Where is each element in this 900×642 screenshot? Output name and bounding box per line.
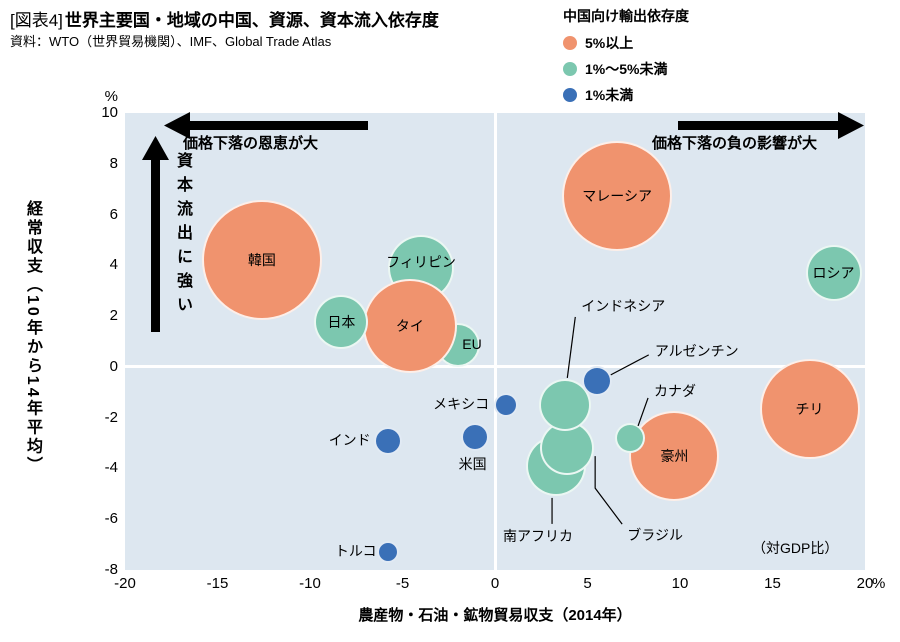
- bubble-canada: [615, 422, 646, 453]
- bubble-malaysia: [562, 140, 673, 251]
- bubble-label-korea: 韓国: [247, 252, 276, 269]
- y-tick-label: 6: [109, 205, 118, 223]
- quadrant-line-horizontal: [125, 365, 865, 369]
- x-tick-label: 0: [490, 575, 500, 592]
- legend-dot-icon: [563, 36, 577, 50]
- source-note: 資料：WTO（世界貿易機関）、IMF、Global Trade Atlas: [10, 34, 332, 49]
- legend-title: 中国向け輸出依存度: [563, 8, 689, 24]
- bubble-label-mexico: メキシコ: [433, 395, 490, 412]
- annotation-capital-outflow: 資本流出に強い: [174, 152, 191, 320]
- annotation-price-drop-benefit: 価格下落の恩恵が大: [183, 135, 319, 152]
- page-title: 世界主要国・地域の中国、資源、資本流入依存度: [64, 11, 439, 30]
- y-tick-label: 4: [109, 256, 118, 274]
- bubble-label-turkey: トルコ: [334, 543, 377, 560]
- legend-label: 1%〜5%未満: [585, 61, 668, 77]
- bubble-turkey: [376, 541, 399, 564]
- x-tick-label: -5: [395, 575, 410, 592]
- bubble-label-russia: ロシア: [812, 264, 855, 281]
- x-tick-label: 15: [764, 575, 781, 592]
- y-tick-label: -6: [104, 510, 118, 528]
- bubble-usa: [460, 422, 489, 451]
- bubble-label-usa: 米国: [458, 455, 487, 472]
- y-tick-label: -8: [104, 561, 118, 578]
- legend-label: 5%以上: [585, 35, 634, 51]
- y-tick-label: 10: [101, 104, 118, 121]
- bubble-label-india: インド: [328, 431, 371, 448]
- x-tick-label: -20: [114, 575, 136, 592]
- bubble-label-indonesia: インドネシア: [581, 297, 666, 314]
- bubble-label-argentina: アルゼンチン: [654, 342, 739, 359]
- bubble-japan: [314, 295, 369, 350]
- x-tick-label: -15: [206, 575, 229, 592]
- bubble-label-brazil: ブラジル: [627, 527, 684, 544]
- bubble-india: [373, 426, 402, 455]
- x-axis-title: 農産物・石油・鉱物貿易収支（2014年）: [358, 607, 632, 624]
- annotation-price-drop-negative: 価格下落の負の影響が大: [652, 135, 818, 152]
- bubble-label-eu: EU: [462, 336, 482, 353]
- bubble-label-canada: カナダ: [654, 382, 697, 399]
- x-tick-label: 20: [856, 575, 874, 592]
- bubble-chile: [759, 358, 860, 459]
- x-tick-label: 5: [583, 575, 592, 592]
- x-tick-label: 10: [671, 575, 689, 592]
- legend-dot-icon: [563, 88, 577, 102]
- quadrant-line-vertical: [493, 113, 497, 570]
- bubble-mexico: [494, 392, 519, 417]
- bubble-thailand: [362, 279, 457, 374]
- bubble-label-philippines: フィリピン: [386, 253, 456, 270]
- legend-item: 1%〜5%未満: [563, 59, 689, 79]
- y-axis-title: 経常収支（10年から14年平均）: [24, 200, 41, 476]
- bubble-russia: [805, 244, 862, 301]
- bubble-label-thailand: タイ: [395, 318, 424, 335]
- y-tick-label: 8: [109, 154, 118, 172]
- x-tick-label: -10: [299, 575, 321, 592]
- bubble-label-chile: チリ: [795, 400, 824, 417]
- bubble-korea: [201, 200, 322, 321]
- bubble-label-south-africa: 南アフリカ: [503, 527, 574, 544]
- bubble-label-japan: 日本: [327, 314, 356, 331]
- y-axis-unit: %: [104, 88, 118, 105]
- y-tick-label: -4: [104, 459, 118, 477]
- bubble-label-australia: 豪州: [660, 447, 689, 464]
- figure-tag: [図表4]: [10, 11, 63, 30]
- bubble-argentina: [581, 365, 612, 396]
- legend-dot-icon: [563, 62, 577, 76]
- legend-item: 5%以上: [563, 33, 689, 53]
- legend-items: 5%以上 1%〜5%未満 1%未満: [563, 33, 689, 105]
- y-tick-label: 0: [109, 357, 118, 375]
- legend: 中国向け輸出依存度 5%以上 1%〜5%未満 1%未満: [563, 6, 689, 111]
- legend-item: 1%未満: [563, 85, 689, 105]
- x-axis-unit: %: [872, 575, 886, 592]
- gdp-ratio-note: （対GDP比）: [752, 540, 839, 556]
- legend-label: 1%未満: [585, 87, 634, 103]
- y-tick-label: -2: [104, 408, 118, 426]
- chart-header: [図表4] 世界主要国・地域の中国、資源、資本流入依存度: [10, 6, 439, 31]
- bubble-label-malaysia: マレーシア: [582, 187, 652, 204]
- y-tick-label: 2: [109, 307, 118, 325]
